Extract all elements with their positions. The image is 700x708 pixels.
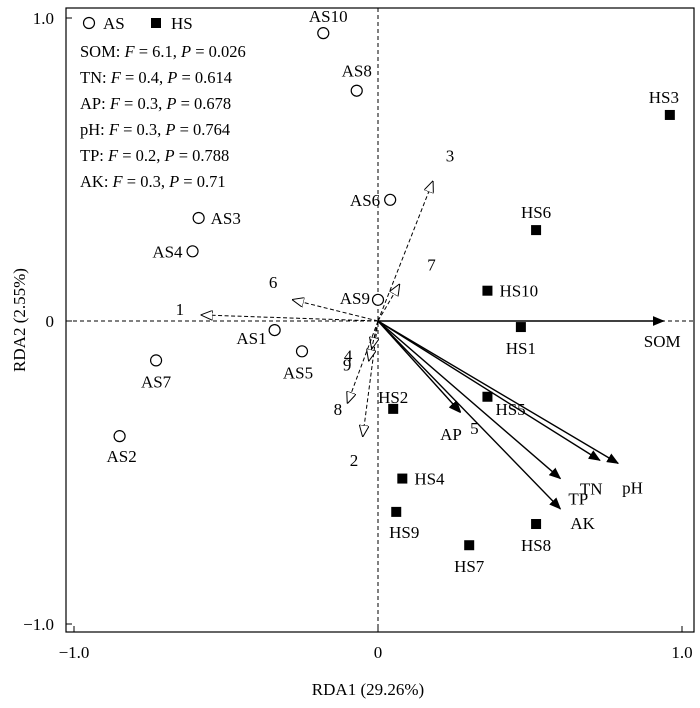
env-label-ak: AK — [570, 514, 595, 533]
species-label-5: 5 — [470, 419, 479, 438]
point-label-as6: AS6 — [350, 191, 380, 210]
point-as10 — [317, 27, 330, 40]
species-arrow-1 — [202, 315, 379, 322]
stat-line-tn: TN: F = 0.4, P = 0.614 — [80, 68, 232, 87]
point-as7 — [149, 354, 163, 367]
species-label-3: 3 — [446, 147, 455, 166]
plot-frame — [65, 7, 695, 633]
statistics-block: SOM: F = 6.1, P = 0.026 TN: F = 0.4, P = … — [80, 42, 246, 191]
point-hs3 — [664, 109, 675, 120]
x-tick-label: 0 — [374, 643, 383, 662]
point-as2 — [113, 430, 126, 443]
point-label-hs5: HS5 — [495, 400, 525, 419]
env-label-tp: TP — [568, 490, 588, 509]
env-label-ph: pH — [622, 478, 643, 497]
point-labels: AS1AS2AS3AS4AS5AS6AS7AS8AS9AS10HS1HS2HS3… — [106, 7, 678, 576]
legend: AS HS SOM: F = 6.1, P = 0.026 TN: F = 0.4… — [80, 14, 246, 191]
stat-line-som: SOM: F = 6.1, P = 0.026 — [80, 42, 246, 61]
species-label-1: 1 — [176, 300, 185, 319]
point-label-hs8: HS8 — [521, 536, 551, 555]
point-label-hs9: HS9 — [389, 523, 419, 542]
y-axis-title: RDA2 (2.55%) — [10, 268, 29, 372]
env-label-tn: TN — [580, 479, 603, 498]
point-label-hs6: HS6 — [521, 203, 551, 222]
environmental-vectors: SOM TN pH TP AK AP — [377, 316, 681, 533]
species-arrow-2 — [363, 320, 379, 436]
species-label-4: 4 — [344, 346, 353, 365]
legend-marker-hs — [151, 18, 161, 28]
env-arrow-ak — [377, 320, 562, 510]
env-arrow-tp — [377, 320, 562, 480]
stat-line-ak: AK: F = 0.3, P = 0.71 — [80, 172, 226, 191]
point-as5 — [295, 345, 309, 358]
species-arrow-7 — [377, 285, 399, 322]
species-arrow-8 — [348, 320, 379, 403]
x-tick-label: −1.0 — [59, 643, 90, 662]
point-label-hs1: HS1 — [506, 339, 536, 358]
point-label-hs3: HS3 — [649, 88, 679, 107]
point-label-as10: AS10 — [309, 7, 348, 26]
point-hs7 — [464, 540, 475, 551]
point-label-as5: AS5 — [283, 363, 313, 382]
point-hs10 — [482, 285, 493, 296]
point-label-as1: AS1 — [236, 329, 266, 348]
point-label-as3: AS3 — [211, 209, 241, 228]
species-label-2: 2 — [350, 451, 359, 470]
point-as4 — [186, 245, 199, 258]
y-tick-label: 0 — [46, 312, 55, 331]
point-as1 — [268, 323, 281, 337]
stat-line-tp: TP: F = 0.2, P = 0.788 — [80, 146, 229, 165]
point-as3 — [192, 211, 205, 225]
species-label-9: 9 — [343, 355, 352, 374]
species-label-8: 8 — [334, 400, 343, 419]
x-tick-label: 1.0 — [671, 643, 692, 662]
point-hs8 — [531, 519, 542, 530]
point-label-hs7: HS7 — [454, 557, 485, 576]
env-label-som: SOM — [644, 332, 681, 351]
species-label-6: 6 — [269, 273, 278, 292]
species-label-7: 7 — [427, 256, 436, 275]
point-hs9 — [391, 506, 402, 517]
point-hs1 — [515, 322, 526, 333]
legend-marker-as — [82, 16, 96, 30]
point-hs2 — [388, 403, 399, 414]
stat-line-ap: AP: F = 0.3, P = 0.678 — [80, 94, 231, 113]
species-arrow-9 — [369, 320, 379, 360]
env-label-ap: AP — [440, 425, 462, 444]
point-label-as8: AS8 — [342, 62, 372, 81]
legend-label-hs: HS — [171, 14, 193, 33]
point-label-as4: AS4 — [152, 242, 183, 261]
point-as8 — [350, 84, 363, 97]
point-as9 — [371, 293, 385, 306]
species-arrow-3 — [377, 182, 433, 322]
site-points — [113, 27, 675, 551]
species-arrow-6 — [293, 300, 379, 322]
point-label-as7: AS7 — [141, 372, 172, 391]
y-tick-label: 1.0 — [33, 9, 54, 28]
point-label-as2: AS2 — [106, 447, 136, 466]
point-label-hs4: HS4 — [414, 470, 445, 489]
stat-line-ph: pH: F = 0.3, P = 0.764 — [80, 120, 230, 139]
point-hs6 — [531, 225, 542, 236]
env-arrow-tn — [377, 320, 601, 461]
point-hs5 — [482, 391, 493, 402]
point-label-hs10: HS10 — [499, 282, 538, 301]
point-label-hs2: HS2 — [378, 388, 408, 407]
legend-label-as: AS — [103, 14, 125, 33]
env-arrow-ap — [377, 320, 461, 413]
x-axis-title: RDA1 (29.26%) — [312, 680, 424, 699]
point-label-as9: AS9 — [340, 289, 370, 308]
point-hs4 — [397, 473, 408, 484]
env-arrow-ph — [377, 320, 620, 465]
species-vectors: 1 2 3 4 5 6 7 8 9 — [176, 147, 479, 471]
y-tick-label: −1.0 — [23, 615, 54, 634]
axis-ticks: −1.0 0 1.0 −1.0 0 1.0 — [23, 9, 692, 662]
point-as6 — [384, 193, 397, 206]
